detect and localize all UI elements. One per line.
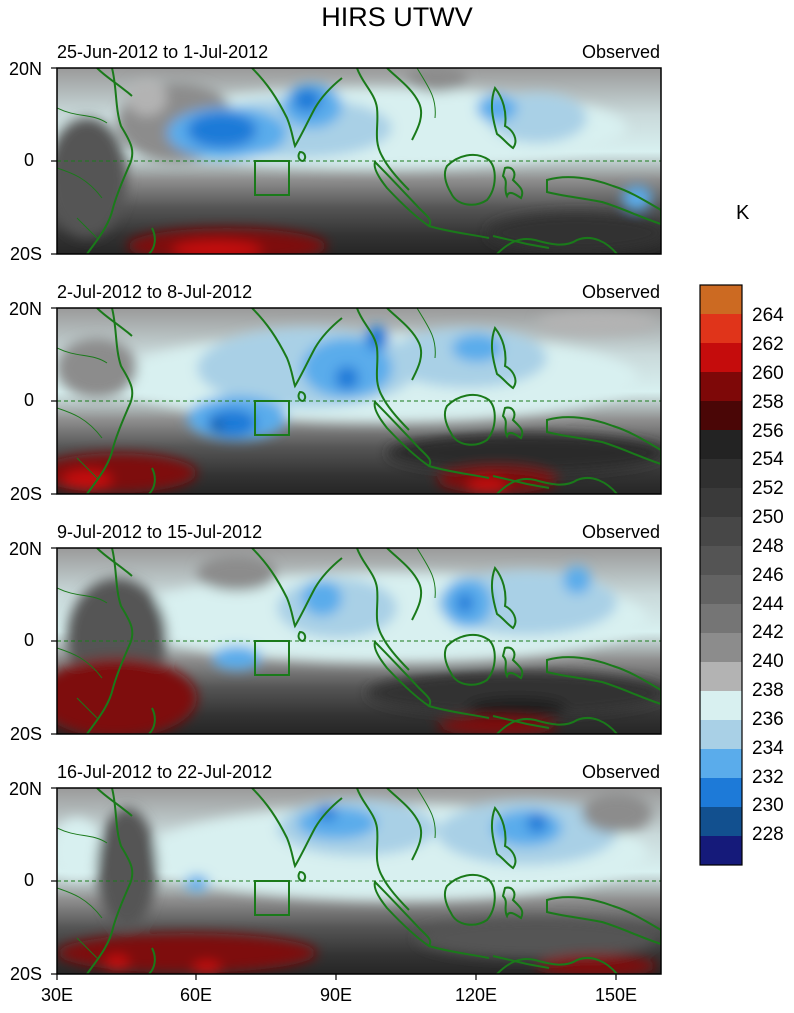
colorbar-label: 234 bbox=[752, 738, 784, 759]
colorbar-unit: K bbox=[736, 202, 750, 224]
panel-4-label: Observed bbox=[581, 762, 660, 782]
colorbar-swatch bbox=[700, 372, 742, 402]
colorbar-label: 230 bbox=[752, 795, 784, 816]
colorbar-label: 228 bbox=[752, 824, 784, 845]
panel-3-label: Observed bbox=[581, 522, 660, 542]
lon-label-120e: 120E bbox=[454, 985, 498, 1005]
colorbar-label: 258 bbox=[752, 392, 784, 413]
map-panel-2 bbox=[56, 307, 662, 495]
colorbar-swatch bbox=[700, 662, 742, 692]
lon-label-30e: 30E bbox=[40, 985, 74, 1005]
lat-label-20n: 20N bbox=[8, 539, 42, 559]
figure-title: HIRS UTWV bbox=[321, 2, 473, 32]
colorbar-label: 260 bbox=[752, 363, 784, 384]
colorbar-label: 240 bbox=[752, 651, 784, 672]
colorbar-label: 244 bbox=[752, 594, 784, 615]
colorbar-label: 238 bbox=[752, 680, 784, 701]
lat-label-20s: 20S bbox=[9, 244, 42, 264]
colorbar-swatch bbox=[700, 778, 742, 808]
colorbar-label: 252 bbox=[752, 478, 784, 499]
colorbar-label: 242 bbox=[752, 622, 784, 643]
colorbar-swatch bbox=[700, 749, 742, 779]
colorbar-swatch bbox=[700, 546, 742, 576]
lat-label-0: 0 bbox=[23, 150, 34, 170]
colorbar-swatch bbox=[700, 807, 742, 837]
colorbar-swatch bbox=[700, 285, 742, 315]
map-panel-1 bbox=[56, 67, 662, 255]
colorbar-label: 248 bbox=[752, 536, 784, 557]
map-panel-3 bbox=[56, 547, 662, 735]
colorbar-label: 264 bbox=[752, 305, 784, 326]
colorbar-swatch bbox=[700, 459, 742, 489]
colorbar-swatch bbox=[700, 343, 742, 373]
lat-label-20s: 20S bbox=[9, 964, 42, 984]
panel-4-period: 16-Jul-2012 to 22-Jul-2012 bbox=[57, 762, 273, 782]
panel-1-label: Observed bbox=[581, 42, 660, 62]
colorbar-label: 232 bbox=[752, 767, 784, 788]
axis-ticks bbox=[51, 67, 617, 980]
panel-3-period: 9-Jul-2012 to 15-Jul-2012 bbox=[57, 522, 263, 542]
lat-label-20s: 20S bbox=[9, 724, 42, 744]
colorbar-swatch bbox=[700, 604, 742, 634]
colorbar-swatch bbox=[700, 836, 742, 866]
lat-label-20n: 20N bbox=[8, 59, 42, 79]
colorbar-swatch bbox=[700, 633, 742, 663]
colorbar-swatch bbox=[700, 488, 742, 518]
lat-label-0: 0 bbox=[23, 390, 34, 410]
colorbar-frame bbox=[699, 284, 743, 866]
colorbar-label: 256 bbox=[752, 421, 784, 442]
colorbar-swatch bbox=[700, 691, 742, 721]
panel-1-period: 25-Jun-2012 to 1-Jul-2012 bbox=[57, 42, 269, 62]
lon-label-150e: 150E bbox=[594, 985, 638, 1005]
colorbar-swatch bbox=[700, 430, 742, 460]
map-panel-4 bbox=[56, 787, 662, 975]
colorbar-label: 246 bbox=[752, 565, 784, 586]
lat-label-0: 0 bbox=[23, 630, 34, 650]
colorbar-swatch bbox=[700, 401, 742, 431]
lat-label-20n: 20N bbox=[8, 299, 42, 319]
colorbar-label: 250 bbox=[752, 507, 784, 528]
panel-2-period: 2-Jul-2012 to 8-Jul-2012 bbox=[57, 282, 253, 302]
colorbar-swatch bbox=[700, 517, 742, 547]
lat-label-0: 0 bbox=[23, 870, 34, 890]
colorbar-swatch bbox=[700, 314, 742, 344]
colorbar-label: 254 bbox=[752, 449, 784, 470]
lon-label-90e: 90E bbox=[319, 985, 353, 1005]
colorbar-label: 262 bbox=[752, 334, 784, 355]
colorbar-swatch bbox=[700, 575, 742, 605]
lat-label-20s: 20S bbox=[9, 484, 42, 504]
colorbar-label: 236 bbox=[752, 709, 784, 730]
colorbar-swatch bbox=[700, 720, 742, 750]
lat-label-20n: 20N bbox=[8, 779, 42, 799]
colorbar bbox=[699, 284, 743, 866]
panel-2-label: Observed bbox=[581, 282, 660, 302]
lon-label-60e: 60E bbox=[179, 985, 213, 1005]
